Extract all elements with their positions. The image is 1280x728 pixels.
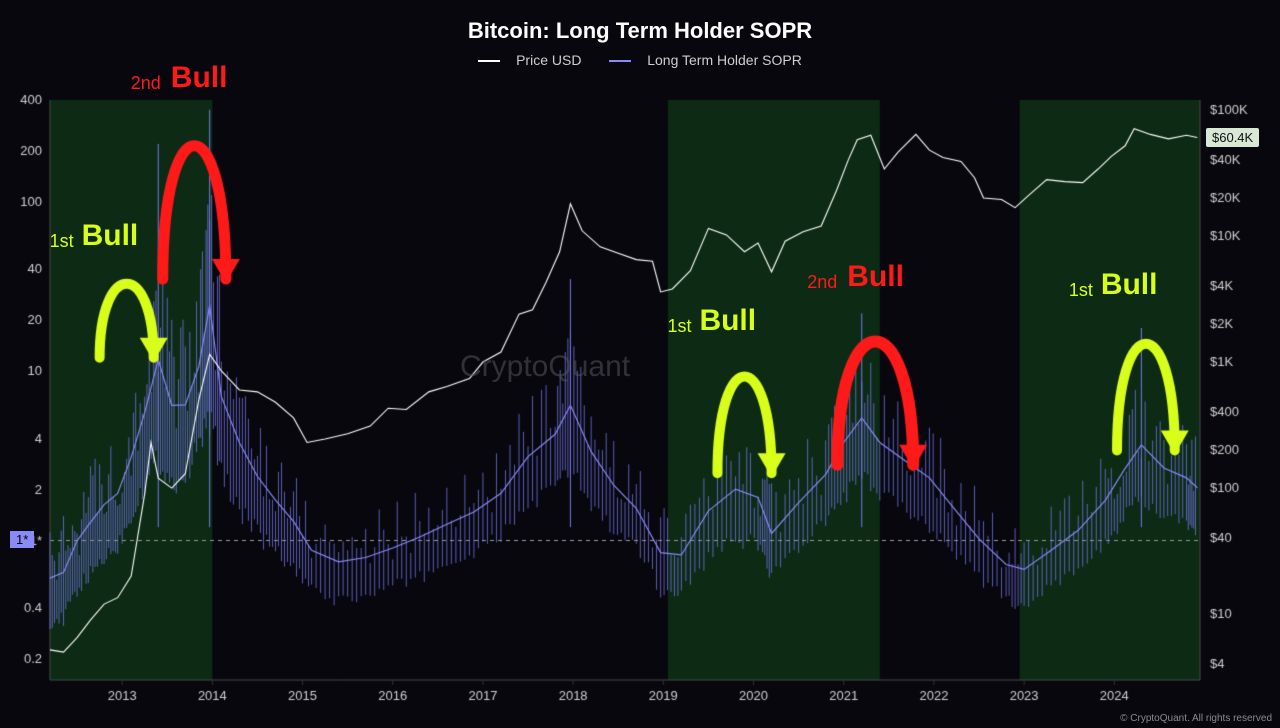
copyright-text: © CryptoQuant. All rights reserved <box>1120 713 1272 724</box>
sopr-baseline-badge: 1* <box>10 531 34 548</box>
current-price-badge: $60.4K <box>1206 128 1259 147</box>
legend-label-price: Price USD <box>516 52 581 68</box>
chart-title: Bitcoin: Long Term Holder SOPR <box>0 18 1280 44</box>
legend-label-sopr: Long Term Holder SOPR <box>647 52 802 68</box>
legend-swatch-sopr <box>609 60 631 62</box>
legend-swatch-price <box>478 60 500 62</box>
legend-item-sopr: Long Term Holder SOPR <box>603 52 807 68</box>
sopr-chart-canvas <box>0 0 1280 728</box>
chart-legend: Price USD Long Term Holder SOPR <box>0 52 1280 68</box>
legend-item-price: Price USD <box>472 52 591 68</box>
